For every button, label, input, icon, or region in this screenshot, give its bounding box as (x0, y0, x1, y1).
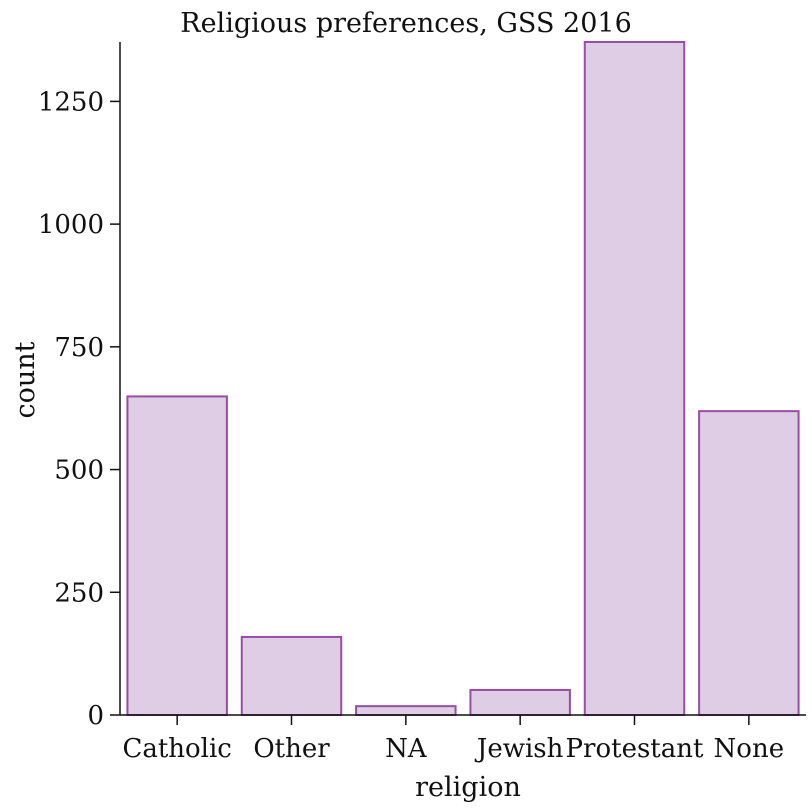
y-tick-label: 750 (54, 333, 104, 363)
bar-na (355, 705, 457, 716)
y-ticks-group: 0 250 500 750 1000 1250 (38, 87, 120, 731)
chart-title: Religious preferences, GSS 2016 (180, 8, 632, 39)
bar-other (240, 635, 343, 717)
x-tick-label: Catholic (122, 734, 231, 764)
bar-protestant (583, 41, 686, 716)
bar-jewish (469, 688, 571, 717)
bars-group (126, 41, 800, 717)
x-tick-label: Jewish (474, 734, 564, 764)
y-tick-label: 1250 (38, 87, 104, 117)
x-tick-label: NA (385, 734, 428, 764)
y-axis-label: count (10, 341, 41, 418)
x-tick-label: None (714, 734, 785, 764)
x-axis-label: religion (415, 772, 521, 803)
x-tick-label: Other (253, 734, 330, 764)
axes-group (119, 42, 806, 716)
x-tick-label: Protestant (566, 734, 704, 764)
y-tick-label: 1000 (38, 210, 104, 240)
y-tick-label: 500 (54, 456, 104, 486)
y-tick-label: 250 (54, 578, 104, 608)
bar-catholic (126, 395, 228, 716)
bar-none (698, 410, 800, 716)
y-tick-label: 0 (87, 701, 104, 731)
x-ticks-group: Catholic Other NA Jewish Protestant None (122, 715, 784, 764)
